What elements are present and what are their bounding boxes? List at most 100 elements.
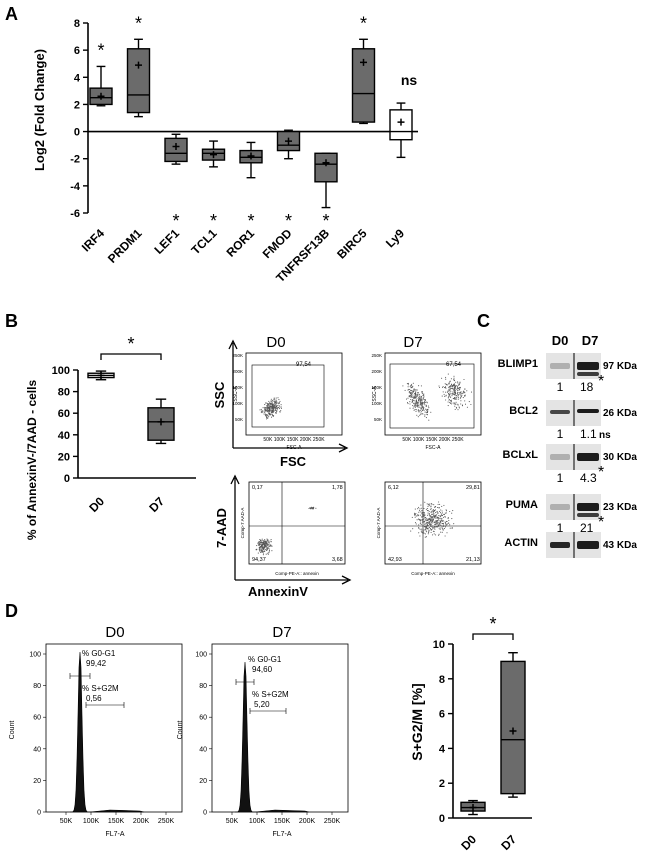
quadrant-dot-d7 <box>416 519 418 521</box>
scatter-dot-d7 <box>409 403 411 405</box>
quadrant-dot-d7 <box>415 513 417 515</box>
quadrant-dot-d7 <box>435 534 437 536</box>
scatter-dot-d7 <box>417 401 419 403</box>
quadrant-dot-d7 <box>445 509 447 511</box>
quadrant-dot-d7 <box>427 505 429 507</box>
scatter-dot-d7 <box>411 392 413 394</box>
quadrant-dot-d0 <box>268 542 270 544</box>
scatter-dot-d7 <box>457 397 459 399</box>
box-birc5 <box>351 48 376 123</box>
quadrant-dot-d7 <box>431 510 433 512</box>
scatter-dot-d0 <box>259 409 261 411</box>
scatter-dot-d0 <box>277 406 279 408</box>
quadrant-dot-d7 <box>428 518 430 520</box>
scatter-dot-d7 <box>413 393 416 395</box>
quadrant-dot-d7 <box>427 533 429 535</box>
quadrant-dot-d7 <box>437 519 439 521</box>
box-mean-marker <box>157 418 165 426</box>
scatter-dot-d7 <box>425 408 427 410</box>
scatter-dot-d0 <box>267 403 269 406</box>
scatter-dot-d7 <box>413 388 415 390</box>
panel-label-c: C <box>477 311 490 331</box>
histogram-d0-ytick-label: 100 <box>29 652 41 659</box>
scatter-dot-d7 <box>420 397 422 399</box>
quadrant-dot-d0 <box>260 550 262 552</box>
scatter-dot-d7 <box>415 409 417 411</box>
scatter-dot-d7 <box>449 402 451 404</box>
scatter-dot-d7 <box>423 394 425 396</box>
quadrant-dot-d7 <box>433 531 435 533</box>
scatter-dot-d0 <box>272 405 274 407</box>
histogram-d0-frame <box>45 643 183 813</box>
scatter-dot-d0 <box>275 412 277 414</box>
scatter-dot-d0 <box>261 412 263 414</box>
scatter-dot-d7 <box>420 398 422 401</box>
scatter-dot-d0 <box>279 400 281 402</box>
quadrant-dot-d0 <box>258 543 260 545</box>
quadrant-dot-d0 <box>267 540 269 542</box>
quadrant-dot-d7 <box>425 530 427 532</box>
quadrant-dot-d0 <box>262 552 265 554</box>
scatter-dot-d7 <box>448 394 450 396</box>
quadrant-dot-d0 <box>262 554 264 556</box>
quadrant-dot-d7 <box>433 517 436 519</box>
quadrant-dot-d7 <box>432 519 435 521</box>
scatter-dot-d7 <box>453 397 456 399</box>
quadrant-dot-d0 <box>261 545 264 547</box>
scatter-dot-d0 <box>262 411 264 413</box>
scatter-dot-d7 <box>450 393 452 395</box>
scatter-dot-d7 <box>454 398 456 400</box>
quadrant-dot-d7 <box>427 507 429 510</box>
scatter-dot-d7 <box>463 390 465 392</box>
scatter-dot-d7 <box>456 387 458 389</box>
histogram-d7-title: D7 <box>272 624 291 641</box>
scatter-dot-d7 <box>450 400 452 402</box>
quadrant-dot-d0 <box>312 507 314 509</box>
scatter-dot-d7 <box>410 396 412 398</box>
quadrant-dot-d7 <box>418 518 420 521</box>
scatter-dot-d0 <box>278 405 280 407</box>
quadrant-dot-d0 <box>268 548 270 550</box>
quadrant-dot-d7 <box>418 510 421 512</box>
scatter-dot-d7 <box>422 398 424 400</box>
histogram-d7-ytick-label: 0 <box>203 810 207 817</box>
quadrant-dot-d7 <box>421 521 424 523</box>
quadrant-dot-d7 <box>424 517 426 519</box>
quadrant-dot-d7 <box>428 514 430 516</box>
scatter-dot-d7 <box>459 381 461 383</box>
y-tick-label: -4 <box>70 181 81 193</box>
quadrant-dot-d7 <box>438 523 441 525</box>
quadrant-bl-d0: 94,37 <box>252 557 266 563</box>
quadrant-dot-d7 <box>414 508 416 510</box>
scatter-dot-d0 <box>267 416 269 418</box>
scatter-dot-d7 <box>455 401 457 403</box>
quadrant-dot-d7 <box>418 532 420 534</box>
quadrant-dot-d0 <box>258 548 260 550</box>
quadrant-dot-d7 <box>433 527 435 529</box>
scatter-dot-d7 <box>426 413 428 416</box>
scatter-dot-d0 <box>270 398 272 400</box>
significance-marker: * <box>172 211 179 231</box>
quadrant-dot-d0 <box>260 542 262 544</box>
quadrant-dot-d0 <box>262 544 264 546</box>
scatter-dot-d0 <box>272 409 274 411</box>
quadrant-dot-d0 <box>261 551 263 554</box>
scatter-dot-d0 <box>275 411 277 413</box>
quadrant-dot-d7 <box>441 522 444 525</box>
quadrant-dot-d7 <box>432 508 434 511</box>
scatter-dot-d7 <box>455 398 457 400</box>
quadrant-dot-d7 <box>423 515 425 517</box>
quadrant-dot-d7 <box>448 519 450 522</box>
quadrant-dot-d0 <box>260 541 262 543</box>
histogram-d0-xtick-label: 150K <box>108 818 125 825</box>
scatter-dot-d7 <box>417 410 419 412</box>
scatter-dot-d7 <box>415 388 417 391</box>
quadrant-dot-d7 <box>428 532 430 534</box>
quadrant-dot-d7 <box>437 512 439 514</box>
scatter-dot-d7 <box>453 390 455 392</box>
scatter-dot-d0 <box>271 406 273 408</box>
scatter-dot-d7 <box>466 406 468 408</box>
scatter-dot-d7 <box>451 395 453 397</box>
quadrant-dot-d0 <box>261 538 263 540</box>
quadrant-dot-d7 <box>439 524 441 526</box>
